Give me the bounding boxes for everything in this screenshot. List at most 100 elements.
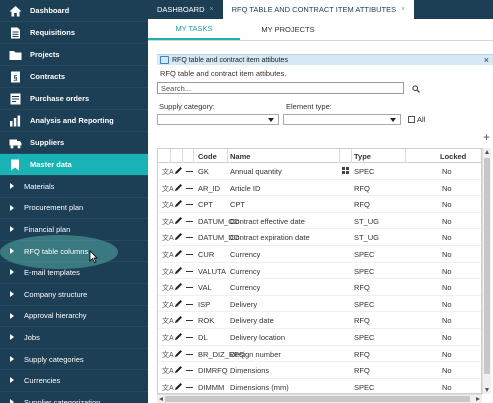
tab-my-projects[interactable]: MY PROJECTS — [261, 25, 315, 34]
sidebar-item-projects[interactable]: Projects — [0, 44, 148, 66]
add-button[interactable]: + — [483, 130, 491, 144]
column-header-locked[interactable]: Locked — [440, 152, 467, 161]
scroll-thumb[interactable] — [165, 396, 470, 402]
tab-my-tasks[interactable]: MY TASKS — [148, 19, 240, 40]
remove-icon[interactable] — [186, 237, 193, 239]
edit-icon[interactable] — [174, 166, 183, 175]
sidebar-item-dashboard[interactable]: Dashboard — [0, 0, 148, 22]
translate-icon[interactable]: 文A — [162, 268, 174, 276]
table-row[interactable]: 文A ROK Delivery date RFQ No — [158, 312, 481, 329]
remove-icon[interactable] — [186, 336, 193, 338]
table-row[interactable]: 文A DATUM_OD Contract effective date ST_UG No — [158, 213, 481, 230]
remove-icon[interactable] — [186, 370, 193, 372]
table-row[interactable]: 文A BR_DIZ_RFQ Design number RFQ No — [158, 346, 481, 363]
search-input[interactable]: Search... — [157, 82, 404, 94]
edit-icon[interactable] — [174, 199, 183, 208]
sidebar-subitem-rfq-table-columns[interactable]: RFQ table columns — [0, 234, 148, 269]
edit-icon[interactable] — [174, 332, 183, 341]
scroll-left-icon[interactable] — [159, 396, 163, 401]
sidebar-subitem-materials[interactable]: Materials — [0, 176, 148, 198]
sidebar-item-master-data[interactable]: Master data — [0, 154, 148, 176]
search-icon[interactable] — [412, 85, 420, 93]
table-row[interactable]: 文A CPT CPT RFQ No — [158, 196, 481, 213]
translate-icon[interactable]: 文A — [162, 334, 174, 342]
close-icon[interactable]: × — [209, 6, 214, 13]
scroll-right-icon[interactable] — [476, 396, 480, 401]
edit-icon[interactable] — [174, 282, 183, 291]
edit-icon[interactable] — [174, 315, 183, 324]
remove-icon[interactable] — [186, 253, 193, 255]
sidebar-item-suppliers[interactable]: Suppliers — [0, 132, 148, 154]
table-row[interactable]: 文A ISP Delivery SPEC No — [158, 296, 481, 313]
remove-icon[interactable] — [186, 220, 193, 222]
close-icon[interactable]: × — [483, 55, 489, 65]
close-icon[interactable]: × — [401, 6, 406, 13]
translate-icon[interactable]: 文A — [162, 351, 174, 359]
supply-category-select[interactable] — [157, 114, 279, 125]
edit-icon[interactable] — [174, 249, 183, 258]
translate-icon[interactable]: 文A — [162, 301, 174, 309]
table-row[interactable]: 文A DIMMM Dimensions (mm) SPEC No — [158, 379, 481, 393]
sidebar-item-requisitions[interactable]: Requisitions — [0, 22, 148, 44]
column-header-code[interactable]: Code — [198, 152, 217, 161]
edit-icon[interactable] — [174, 365, 183, 374]
translate-icon[interactable]: 文A — [162, 202, 174, 210]
table-row[interactable]: 文A DIMRFQ Dimensions RFQ No — [158, 362, 481, 379]
remove-icon[interactable] — [186, 353, 193, 355]
translate-icon[interactable]: 文A — [162, 235, 174, 243]
column-header-name[interactable]: Name — [230, 152, 251, 161]
translate-icon[interactable]: 文A — [162, 169, 174, 176]
table-row[interactable]: 文A DATUM_DO Contract expiration date ST_UG N… — [158, 229, 481, 246]
vertical-scrollbar[interactable] — [482, 148, 491, 394]
sidebar-subitem-e-mail-templates[interactable]: E-mail templates — [0, 262, 148, 284]
translate-icon[interactable]: 文A — [162, 285, 174, 293]
remove-icon[interactable] — [186, 303, 193, 305]
sidebar-subitem-supplier-categorization[interactable]: Supplier categorization — [0, 392, 148, 403]
element-type-select[interactable] — [283, 114, 401, 125]
table-row[interactable]: 文A GK Annual quantity SPEC No — [158, 163, 481, 180]
table-row[interactable]: 文A VAL Currency RFQ No — [158, 279, 481, 296]
translate-icon[interactable]: 文A — [162, 251, 174, 259]
remove-icon[interactable] — [186, 270, 193, 272]
table-row[interactable]: 文A VALUTA Currency SPEC No — [158, 263, 481, 280]
translate-icon[interactable]: 文A — [162, 368, 174, 376]
scroll-thumb[interactable] — [484, 158, 490, 374]
column-header-type[interactable]: Type — [354, 152, 371, 161]
remove-icon[interactable] — [186, 287, 193, 289]
sidebar-item-analysis-and-reporting[interactable]: Analysis and Reporting — [0, 110, 148, 132]
sidebar-subitem-procurement-plan[interactable]: Procurement plan — [0, 198, 148, 220]
translate-icon[interactable]: 文A — [162, 318, 174, 326]
remove-icon[interactable] — [186, 204, 193, 206]
remove-icon[interactable] — [186, 187, 193, 189]
edit-icon[interactable] — [174, 349, 183, 358]
remove-icon[interactable] — [186, 386, 193, 388]
translate-icon[interactable]: 文A — [162, 384, 174, 392]
edit-icon[interactable] — [174, 232, 183, 241]
remove-icon[interactable] — [186, 171, 193, 172]
remove-icon[interactable] — [186, 320, 193, 322]
grid-icon[interactable] — [342, 167, 349, 174]
edit-icon[interactable] — [174, 299, 183, 308]
sidebar-subitem-supply-categories[interactable]: Supply categories — [0, 349, 148, 371]
edit-icon[interactable] — [174, 382, 183, 391]
sidebar-subitem-jobs[interactable]: Jobs — [0, 327, 148, 349]
edit-icon[interactable] — [174, 266, 183, 275]
sidebar-subitem-approval-hierarchy[interactable]: Approval hierarchy — [0, 306, 148, 328]
edit-icon[interactable] — [174, 183, 183, 192]
horizontal-scrollbar[interactable] — [157, 394, 482, 403]
tab-rfq-table[interactable]: RFQ TABLE AND CONTRACT ITEM ATTIBUTES × — [222, 0, 415, 19]
edit-icon[interactable] — [174, 216, 183, 225]
all-checkbox[interactable] — [408, 116, 415, 123]
table-row[interactable]: 文A DL Delivery location SPEC No — [158, 329, 481, 346]
table-row[interactable]: 文A CUR Currency SPEC No — [158, 246, 481, 263]
sidebar-subitem-company-structure[interactable]: Company structure — [0, 284, 148, 306]
sidebar-item-purchase-orders[interactable]: Purchase orders — [0, 88, 148, 110]
sidebar-item-contracts[interactable]: § Contracts — [0, 66, 148, 88]
sidebar-subitem-currencies[interactable]: Currencies — [0, 370, 148, 392]
scroll-down-icon[interactable] — [485, 388, 489, 392]
table-row[interactable]: 文A AR_ID Article ID RFQ No — [158, 180, 481, 197]
translate-icon[interactable]: 文A — [162, 185, 174, 193]
scroll-up-icon[interactable] — [485, 150, 489, 154]
translate-icon[interactable]: 文A — [162, 218, 174, 226]
tab-dashboard[interactable]: DASHBOARD × — [148, 0, 223, 19]
